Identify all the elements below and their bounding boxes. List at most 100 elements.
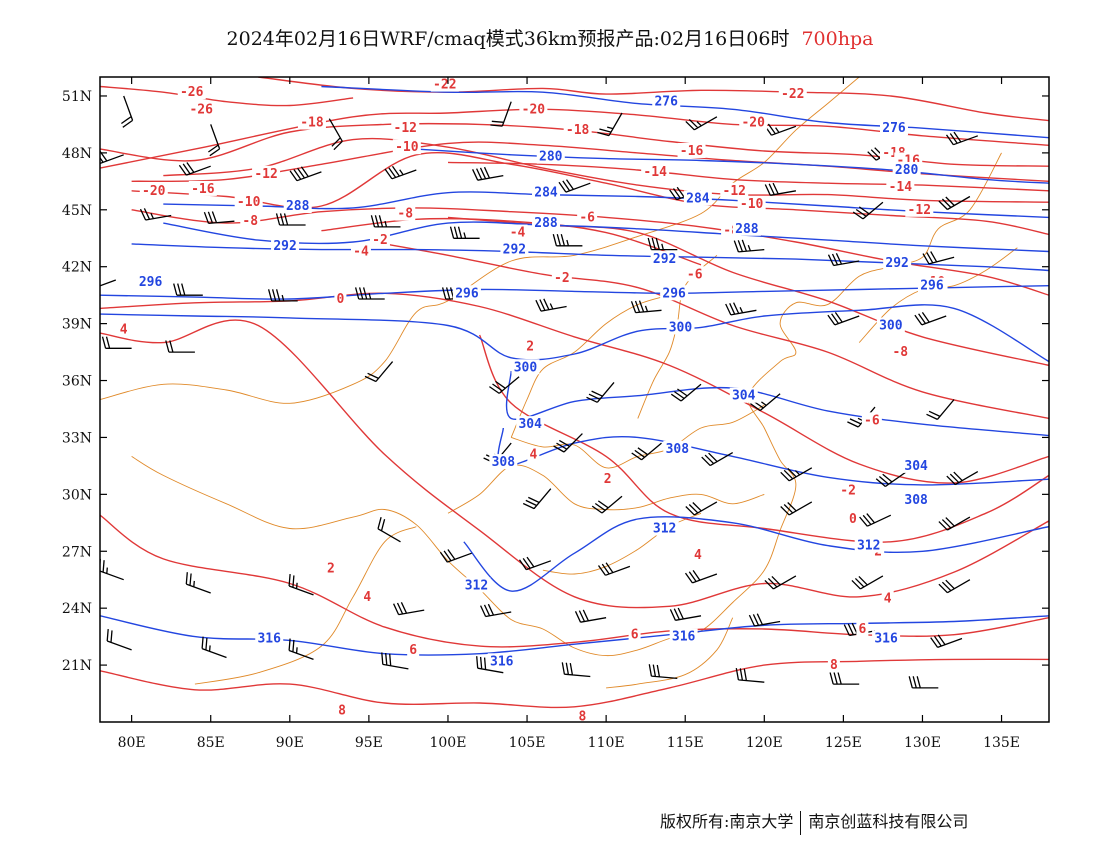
temperature-contour-label: -6 xyxy=(864,413,880,428)
wind-barb xyxy=(669,607,702,621)
temperature-contour-label: -6 xyxy=(687,267,703,282)
height-contour xyxy=(497,427,1049,486)
company-text: 南京创蓝科技有限公司 xyxy=(808,812,969,831)
height-contour-label: 292 xyxy=(653,252,676,267)
height-contour xyxy=(321,85,1049,139)
wind-barb xyxy=(922,251,955,265)
temperature-contour-label: -2 xyxy=(372,233,388,248)
wind-barb xyxy=(851,575,884,590)
wind-barb xyxy=(518,556,552,571)
x-tick-label: 80E xyxy=(118,735,146,751)
height-contour-label: 288 xyxy=(286,199,310,214)
y-tick-label: 45N xyxy=(62,203,92,219)
contour-label-bg xyxy=(677,142,706,158)
temperature-contour xyxy=(384,243,1049,420)
wind-barb xyxy=(483,442,512,464)
contour-label-bg xyxy=(532,184,561,200)
border-line xyxy=(637,254,718,419)
temperature-contour-label: 4 xyxy=(694,548,702,563)
temperature-contour xyxy=(478,334,1049,543)
copyright-text: 版权所有:南京大学 xyxy=(660,812,794,831)
contour-label-bg xyxy=(883,254,912,270)
height-contour xyxy=(463,516,1049,592)
contour-label-bg xyxy=(669,628,698,644)
temperature-contour-label: 0 xyxy=(849,512,857,527)
height-contour-label: 312 xyxy=(653,522,676,537)
wind-barb xyxy=(780,467,813,482)
wind-barb xyxy=(377,517,401,543)
contour-label-bg xyxy=(739,114,768,130)
height-contour-label: 284 xyxy=(686,191,710,206)
temperature-contour-label: 4 xyxy=(120,322,128,337)
height-contour-label: 296 xyxy=(139,275,163,290)
wind-barb xyxy=(914,312,947,326)
contour-label-bg xyxy=(838,482,859,498)
wind-barb xyxy=(725,302,757,316)
temperature-contour xyxy=(100,85,354,107)
temperature-contour-label: -2 xyxy=(554,271,570,286)
wind-barb xyxy=(945,131,979,146)
wind-barb xyxy=(522,488,552,510)
temperature-contour xyxy=(100,514,1049,648)
temperature-contour-label: 8 xyxy=(338,704,346,719)
temperature-contour-label: -22 xyxy=(781,87,804,102)
contour-label-bg xyxy=(527,446,540,462)
contour-label-bg xyxy=(890,344,911,360)
contour-label-bg xyxy=(691,547,704,563)
temperature-contour-label: -10 xyxy=(237,195,261,210)
temperature-contour-label: -18 xyxy=(566,123,590,138)
height-contour xyxy=(100,285,1049,300)
wind-barb xyxy=(472,166,504,181)
height-contour-label: 284 xyxy=(534,186,558,201)
contour-label-bg xyxy=(666,319,695,335)
temperature-contour-label: -16 xyxy=(191,182,215,197)
y-tick-label: 39N xyxy=(62,317,92,333)
wind-barb xyxy=(670,383,702,402)
contour-label-bg xyxy=(854,537,883,553)
temperature-contour-label: 8 xyxy=(578,709,586,724)
contour-label-bg xyxy=(660,285,689,301)
contour-label-bg xyxy=(652,93,681,109)
wind-barb xyxy=(173,283,203,296)
wind-barb xyxy=(735,667,765,683)
contour-label-bg xyxy=(324,560,337,576)
height-contour-label: 312 xyxy=(857,539,880,554)
temperature-contour-label: -10 xyxy=(740,197,764,212)
contour-label-bg xyxy=(720,182,749,198)
contour-label-bg xyxy=(369,232,390,248)
wind-barb xyxy=(946,471,979,486)
height-contour-label: 316 xyxy=(672,630,696,645)
contour-label-bg xyxy=(234,194,263,210)
wind-barb xyxy=(100,279,117,287)
contour-label-bg xyxy=(601,471,614,487)
x-tick-label: 120E xyxy=(746,735,783,751)
contour-label-bg xyxy=(876,317,905,333)
wind-barb xyxy=(859,513,892,527)
contour-label-bg xyxy=(684,266,705,282)
contour-label-bg xyxy=(846,511,859,527)
height-contour-label: 316 xyxy=(874,632,898,647)
temperature-contour-label: -12 xyxy=(254,167,277,182)
contour-label-bg xyxy=(117,321,130,337)
temperature-contour xyxy=(447,161,1049,192)
wind-barb xyxy=(733,239,765,253)
contour-label-bg xyxy=(240,213,261,229)
wind-barb xyxy=(106,629,132,651)
wind-barb xyxy=(764,182,797,196)
contour-label-bg xyxy=(334,290,347,306)
wind-barb xyxy=(100,150,124,165)
temperature-contour-label: 6 xyxy=(409,643,417,658)
wind-barb xyxy=(875,471,907,488)
contour-label-bg xyxy=(139,182,168,198)
border-line xyxy=(511,404,765,469)
temperature-contour-label: -6 xyxy=(579,210,595,225)
temperature-contour-label: -4 xyxy=(353,245,369,260)
height-contour-label: 296 xyxy=(920,279,944,294)
wind-barb xyxy=(101,336,132,349)
contour-label-bg xyxy=(902,457,931,473)
contour-label-bg xyxy=(732,220,761,236)
contour-label-bg xyxy=(489,454,518,470)
contour-label-bg xyxy=(576,708,589,724)
contour-label-bg xyxy=(500,241,529,257)
contour-label-bg xyxy=(524,338,537,354)
